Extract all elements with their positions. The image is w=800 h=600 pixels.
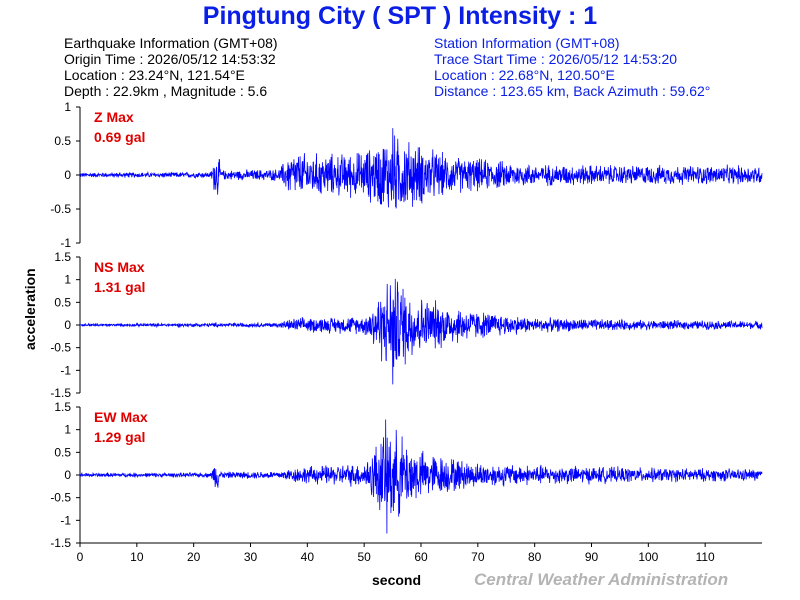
ew-y-tick-label: -1.5 bbox=[50, 536, 71, 550]
trace-start-time: Trace Start Time : 2026/05/12 14:53:20 bbox=[434, 51, 678, 67]
x-tick-label: 20 bbox=[187, 550, 201, 564]
ns-panel-label: NS Max 1.31 gal bbox=[94, 257, 145, 297]
y-axis-label: acceleration bbox=[22, 268, 38, 350]
earthquake-info: Earthquake Information (GMT+08) Origin T… bbox=[64, 35, 278, 99]
x-tick-label: 0 bbox=[77, 550, 84, 564]
ns-y-tick-label: 0.5 bbox=[54, 295, 71, 309]
z-max-label: Z Max bbox=[94, 109, 134, 125]
chart-title: Pingtung City ( SPT ) Intensity : 1 bbox=[202, 2, 598, 30]
x-tick-label: 90 bbox=[585, 550, 599, 564]
ns-waveform bbox=[79, 278, 763, 385]
x-tick-label: 60 bbox=[414, 550, 428, 564]
z-waveform bbox=[79, 128, 763, 209]
x-tick-label: 30 bbox=[244, 550, 258, 564]
station-location: Location : 22.68°N, 120.50°E bbox=[434, 67, 615, 83]
ew-y-tick-label: 1.5 bbox=[54, 400, 71, 414]
ns-y-tick-label: 1 bbox=[64, 273, 71, 287]
ew-max-value: 1.29 gal bbox=[94, 429, 146, 445]
z-y-tick-label: 0 bbox=[64, 168, 71, 182]
ew-y-tick-label: 0 bbox=[64, 468, 71, 482]
ns-y-tick-label: -1.5 bbox=[50, 386, 71, 400]
ew-y-tick-label: 1 bbox=[64, 423, 71, 437]
ns-y-tick-label: -0.5 bbox=[50, 341, 71, 355]
x-tick-label: 70 bbox=[471, 550, 485, 564]
x-tick-label: 110 bbox=[696, 550, 715, 564]
z-y-tick-label: -1 bbox=[60, 236, 71, 250]
epicenter-location: Location : 23.24°N, 121.54°E bbox=[64, 67, 245, 83]
z-y-tick-label: 1 bbox=[64, 100, 71, 114]
ew-panel-label: EW Max 1.29 gal bbox=[94, 407, 148, 447]
ew-y-tick-label: -1 bbox=[60, 513, 71, 527]
ns-max-label: NS Max bbox=[94, 259, 145, 275]
earthquake-info-header: Earthquake Information (GMT+08) bbox=[64, 35, 278, 51]
z-y-tick-label: -0.5 bbox=[50, 202, 71, 216]
ns-max-value: 1.31 gal bbox=[94, 279, 146, 295]
x-tick-label: 10 bbox=[130, 550, 144, 564]
x-tick-label: 50 bbox=[357, 550, 371, 564]
ns-y-tick-label: -1 bbox=[60, 363, 71, 377]
distance-azimuth: Distance : 123.65 km, Back Azimuth : 59.… bbox=[434, 83, 711, 99]
x-axis-label: second bbox=[372, 572, 422, 588]
origin-time: Origin Time : 2026/05/12 14:53:32 bbox=[64, 51, 276, 67]
ns-y-tick-label: 1.5 bbox=[54, 250, 71, 264]
ew-y-tick-label: 0.5 bbox=[54, 445, 71, 459]
z-y-tick-label: 0.5 bbox=[54, 134, 71, 148]
station-info-header: Station Information (GMT+08) bbox=[434, 35, 620, 51]
x-tick-label: 40 bbox=[301, 550, 315, 564]
z-max-value: 0.69 gal bbox=[94, 129, 146, 145]
x-tick-label: 100 bbox=[638, 550, 658, 564]
depth-magnitude: Depth : 22.9km , Magnitude : 5.6 bbox=[64, 83, 268, 99]
ew-max-label: EW Max bbox=[94, 409, 148, 425]
ns-y-tick-label: 0 bbox=[64, 318, 71, 332]
station-info: Station Information (GMT+08) Trace Start… bbox=[434, 35, 710, 99]
x-tick-label: 80 bbox=[528, 550, 542, 564]
ew-waveform bbox=[79, 419, 763, 534]
credit-text: Central Weather Administration bbox=[474, 570, 729, 589]
z-panel-label: Z Max 0.69 gal bbox=[94, 107, 145, 147]
ew-y-tick-label: -0.5 bbox=[50, 491, 71, 505]
